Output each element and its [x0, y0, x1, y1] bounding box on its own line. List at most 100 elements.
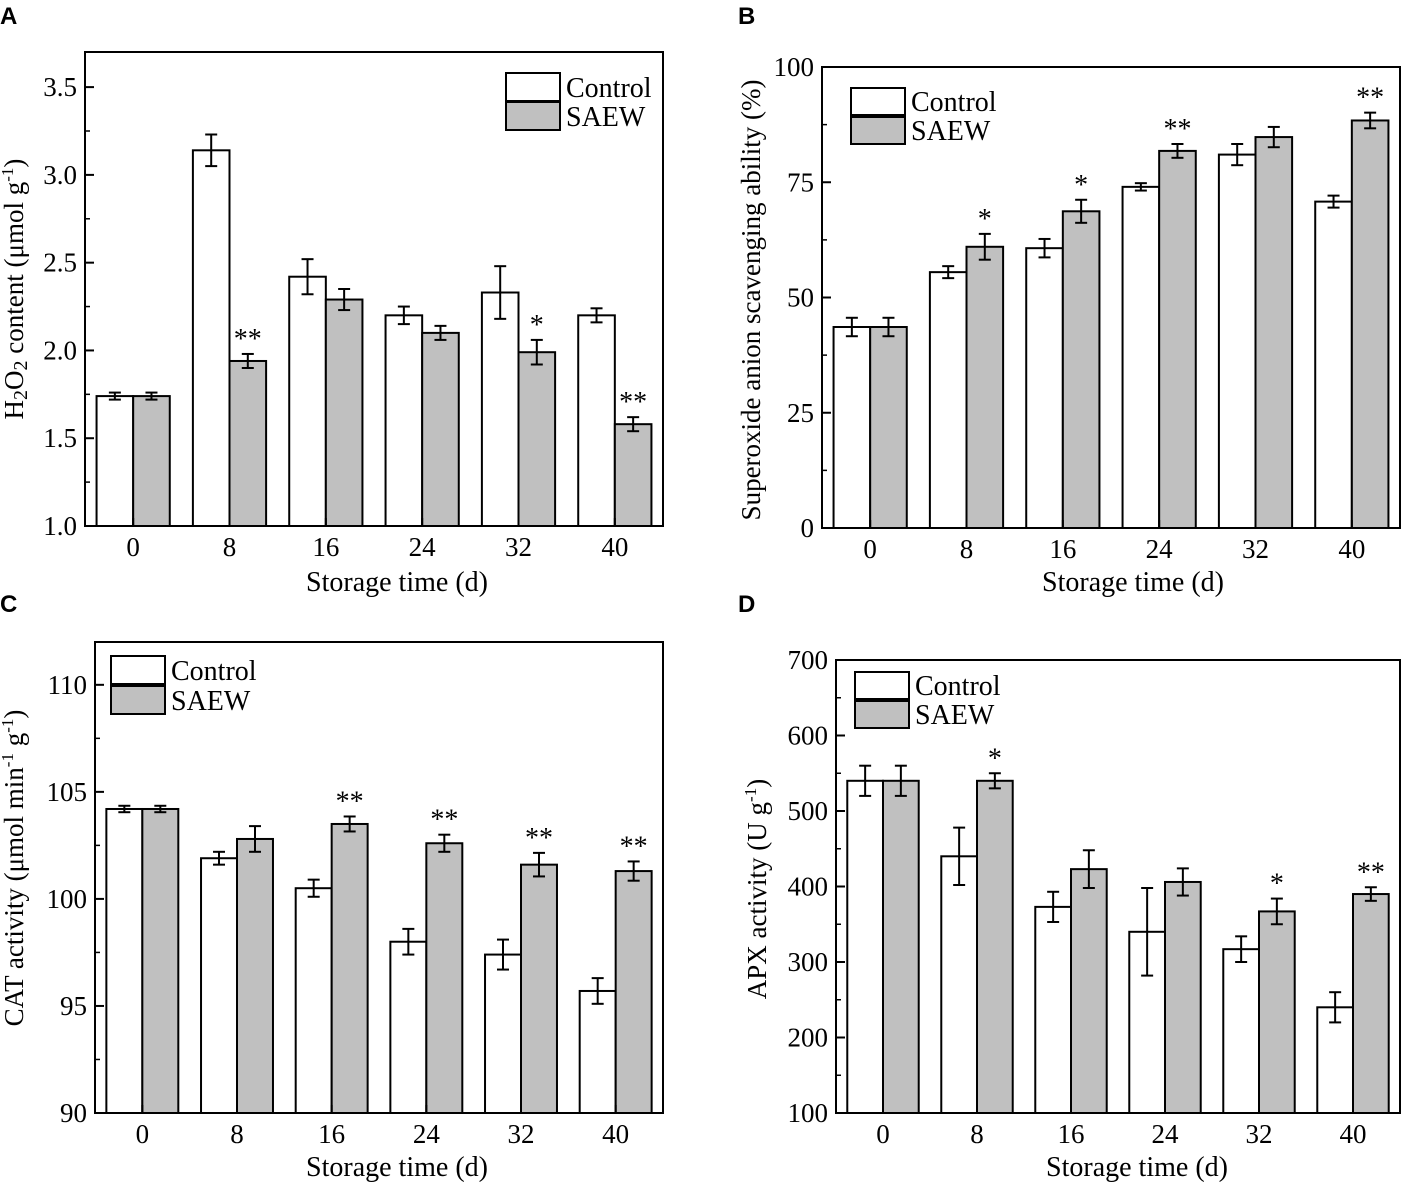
error-bar-saew-day-16-panel-b [1075, 198, 1088, 224]
bar-control-day-32-panel-c [484, 953, 523, 1115]
bar-saew-day-24-panel-a [421, 331, 460, 527]
bar-control-day-16-panel-c [294, 887, 333, 1114]
y-tick-label-panel-c: 95 [60, 991, 87, 1021]
x-tick-label-day-40-panel-d: 40 [1340, 1119, 1367, 1149]
plot-frame-panel-a [84, 51, 664, 527]
bar-saew-day-0-panel-b [869, 326, 908, 529]
y-tick-label-panel-b: 25 [787, 398, 814, 428]
x-tick-label-day-24-panel-d: 24 [1152, 1119, 1180, 1149]
error-bar-saew-day-24-panel-b [1171, 142, 1184, 159]
error-bar-saew-day-8-panel-a [241, 352, 254, 369]
y-tick-label-panel-c: 110 [48, 670, 88, 700]
error-bar-control-day-16-panel-a [301, 258, 314, 296]
significance-mark-day-40-panel-d: ** [1357, 857, 1385, 888]
bar-control-day-24-panel-c [389, 940, 428, 1115]
error-bar-saew-day-32-panel-a [530, 338, 543, 366]
error-bar-saew-day-16-panel-c [343, 815, 356, 833]
significance-mark-day-16-panel-c: ** [336, 786, 364, 817]
bar-control-day-40-panel-c [578, 989, 617, 1115]
significance-mark-day-32-panel-a: * [530, 310, 544, 341]
error-bar-saew-day-40-panel-d [1364, 886, 1377, 902]
legend-label-control-panel-d: Control [915, 671, 1001, 702]
bar-saew-day-8-panel-d [976, 779, 1014, 1114]
bar-saew-day-24-panel-c [425, 842, 464, 1115]
legend-label-saew-panel-d: SAEW [915, 700, 995, 731]
y-tick-label-panel-a: 1.5 [43, 423, 77, 453]
bar-saew-day-8-panel-a [228, 359, 268, 527]
x-tick-label-day-16-panel-b: 16 [1049, 534, 1076, 564]
error-bar-control-day-32-panel-d [1235, 935, 1248, 963]
plot-frame-panel-c [94, 641, 664, 1114]
significance-mark-day-40-panel-b: ** [1356, 83, 1384, 114]
error-bar-control-day-8-panel-c [213, 850, 226, 866]
y-tick-label-panel-b: 0 [801, 513, 815, 543]
y-tick-label-panel-c: 90 [60, 1098, 87, 1128]
error-bar-control-day-40-panel-b [1327, 194, 1340, 209]
bar-control-day-0-panel-d [846, 779, 885, 1114]
bar-saew-day-32-panel-d [1258, 910, 1296, 1114]
panel-c-cat-chart: C CAT activity (μmol min-1 g-1) Storage … [0, 591, 664, 1182]
x-tick-label-day-8-panel-c: 8 [230, 1119, 244, 1149]
panel-letter-c: C [0, 591, 17, 618]
bar-saew-day-32-panel-a [517, 351, 557, 528]
y-axis-label-panel-c: CAT activity (μmol min-1 g-1) [0, 710, 29, 1027]
significance-mark-day-24-panel-b: ** [1163, 114, 1191, 145]
bar-saew-day-16-panel-b [1061, 210, 1101, 529]
y-tick-label-panel-b: 75 [787, 167, 814, 197]
legend-label-saew-panel-c: SAEW [171, 686, 251, 717]
bar-control-day-8-panel-b [928, 271, 968, 529]
bar-control-day-40-panel-a [577, 314, 616, 528]
legend-swatch-control-panel-c [110, 655, 166, 685]
y-tick-label-panel-a: 3.0 [43, 160, 77, 190]
x-tick-label-day-40-panel-a: 40 [601, 532, 628, 562]
legend-swatch-control-panel-d [854, 671, 910, 700]
error-bar-saew-day-0-panel-b [882, 316, 895, 338]
bar-saew-day-40-panel-a [613, 423, 653, 527]
significance-mark-day-40-panel-c: ** [620, 831, 648, 862]
error-bar-saew-day-24-panel-d [1176, 867, 1189, 897]
error-bar-control-day-8-panel-a [205, 133, 218, 168]
x-tick-label-day-32-panel-d: 32 [1246, 1119, 1273, 1149]
bar-control-day-8-panel-c [200, 857, 239, 1114]
bar-control-day-16-panel-d [1034, 905, 1073, 1115]
bar-control-day-8-panel-d [940, 855, 979, 1114]
x-tick-label-day-8-panel-d: 8 [970, 1119, 984, 1149]
y-tick-label-panel-d: 700 [788, 645, 829, 675]
x-axis-label-panel-d: Storage time (d) [1046, 1152, 1228, 1182]
y-axis-label-panel-d: APX activity (U g-1) [741, 779, 772, 999]
bar-saew-day-8-panel-b [965, 245, 1005, 529]
bar-control-day-16-panel-a [288, 275, 327, 528]
legend-swatch-saew-panel-b [850, 116, 906, 145]
bar-control-day-0-panel-c [105, 807, 144, 1114]
panel-d-apx-chart: D APX activity (U g-1) Storage time (d) … [738, 591, 1401, 1182]
y-tick-label-panel-d: 300 [788, 947, 829, 977]
bar-saew-day-32-panel-b [1254, 136, 1294, 530]
x-axis-label-panel-b: Storage time (d) [1042, 567, 1224, 598]
error-bar-saew-day-32-panel-c [532, 851, 545, 878]
bar-saew-day-0-panel-c [141, 807, 180, 1114]
legend-label-control-panel-c: Control [171, 656, 257, 687]
error-bar-saew-day-8-panel-d [988, 772, 1001, 790]
panel-letter-a: A [0, 3, 17, 30]
error-bar-saew-day-16-panel-a [338, 288, 351, 312]
legend-swatch-control-panel-a [505, 72, 561, 102]
bar-saew-day-16-panel-c [330, 822, 369, 1115]
x-tick-label-day-40-panel-b: 40 [1338, 534, 1365, 564]
error-bar-saew-day-40-panel-b [1364, 111, 1377, 130]
error-bar-control-day-32-panel-a [494, 265, 507, 320]
x-axis-label-panel-a: Storage time (d) [306, 567, 488, 598]
panel-b-superoxide-chart: B Superoxide anion scavenging ability (%… [736, 3, 1401, 598]
x-tick-label-day-0-panel-a: 0 [126, 532, 140, 562]
bar-saew-day-32-panel-c [520, 863, 558, 1114]
x-tick-label-day-0-panel-b: 0 [863, 534, 877, 564]
error-bar-control-day-32-panel-b [1231, 142, 1244, 167]
y-axis-label-panel-a: H2O2 content (μmol g-1) [0, 159, 32, 420]
x-tick-label-day-24-panel-a: 24 [409, 532, 437, 562]
significance-mark-day-8-panel-b: * [978, 204, 992, 235]
x-tick-label-day-0-panel-d: 0 [876, 1119, 890, 1149]
significance-mark-day-16-panel-b: * [1074, 170, 1088, 201]
bar-control-day-16-panel-b [1025, 247, 1064, 529]
bar-control-day-0-panel-a [95, 395, 135, 528]
panel-letter-b: B [738, 3, 755, 30]
error-bar-control-day-40-panel-a [590, 307, 603, 324]
